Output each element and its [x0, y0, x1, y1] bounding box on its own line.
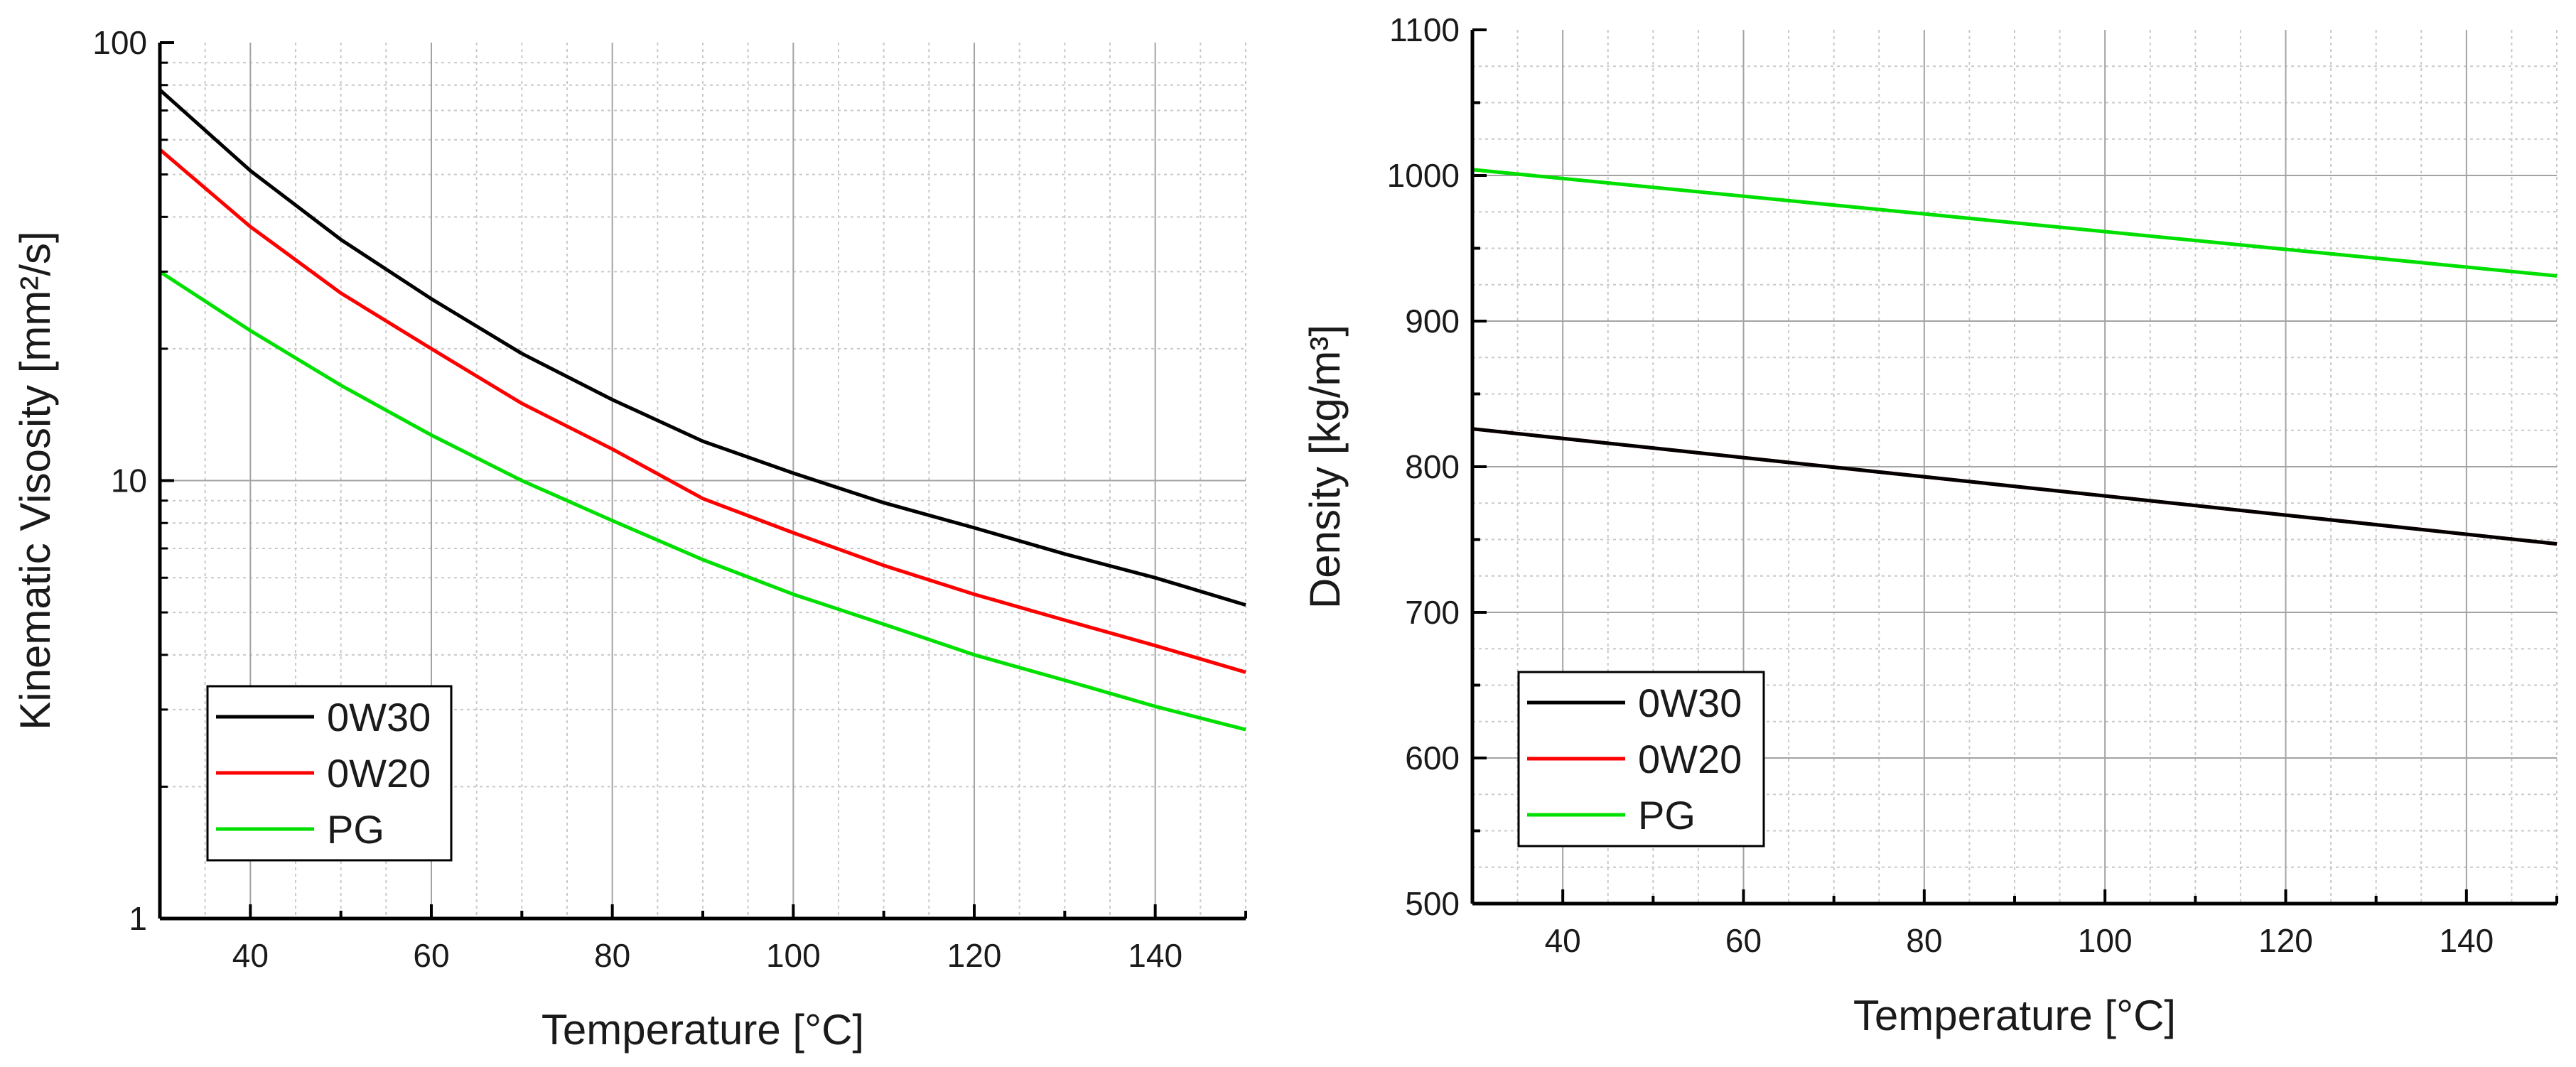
density-legend: 0W30 0W20 PG: [1517, 671, 1765, 847]
legend-label-PG: PG: [327, 807, 384, 852]
viscosity-plot: 40 60 80 100 120 140 1 10 100 Temperature [°C] K…: [11, 24, 1247, 1054]
density-tick-labels: 40 60 80 100 120 140 500 600 700 800 900 1000 1100: [1387, 11, 2494, 959]
x-tick-label: 140: [1128, 937, 1182, 974]
legend-label-0W30: 0W30: [1638, 681, 1742, 725]
x-tick-label: 80: [1906, 922, 1942, 959]
x-tick-label: 100: [766, 937, 821, 974]
density-series-lines: [1472, 168, 2558, 546]
y-tick-label: 900: [1405, 303, 1460, 340]
y-tick-label: 700: [1405, 594, 1460, 631]
x-tick-label: 60: [1725, 922, 1762, 959]
y-tick-label: 100: [92, 24, 147, 61]
x-tick-label: 80: [594, 937, 630, 974]
viscosity-ticks: [158, 41, 1247, 920]
viscosity-legend: 0W30 0W20 PG: [206, 685, 453, 862]
series-line-PG: [1472, 168, 2558, 278]
viscosity-x-axis-title: Temperature [°C]: [541, 1006, 864, 1054]
x-tick-label: 140: [2439, 922, 2494, 959]
y-tick-label: 10: [111, 462, 147, 499]
series-line-0W30: [1472, 427, 2558, 546]
density-y-axis-title: Density [kg/m³]: [1301, 325, 1349, 609]
x-tick-label: 60: [413, 937, 449, 974]
x-tick-label: 40: [232, 937, 269, 974]
legend-label-0W20: 0W20: [1638, 737, 1742, 781]
y-tick-label: 800: [1405, 448, 1460, 485]
y-tick-label: 1100: [1389, 11, 1460, 48]
series-line-PG: [158, 270, 1246, 732]
legend-label-0W20: 0W20: [327, 751, 431, 796]
viscosity-tick-labels: 40 60 80 100 120 140 1 10 100: [92, 24, 1182, 974]
x-tick-label: 120: [2258, 922, 2313, 959]
density-plot: 40 60 80 100 120 140 500 600 700 800 900 1000 1100 T…: [1301, 11, 2558, 1039]
x-tick-label: 100: [2078, 922, 2133, 959]
y-tick-label: 1000: [1387, 157, 1460, 194]
x-tick-label: 40: [1545, 922, 1581, 959]
density-ticks: [1471, 28, 2558, 905]
series-line-0W20: [158, 148, 1246, 674]
y-tick-label: 1: [129, 900, 147, 937]
legend-label-0W30: 0W30: [327, 695, 431, 740]
legend-label-PG: PG: [1638, 793, 1696, 838]
viscosity-y-axis-title: Kinematic Visosity [mm²/s]: [11, 231, 59, 730]
density-x-axis-title: Temperature [°C]: [1853, 992, 2176, 1039]
x-tick-label: 120: [947, 937, 1002, 974]
series-line-0W30: [158, 88, 1246, 607]
viscosity-series-lines: [158, 88, 1246, 732]
density-grid: [1472, 30, 2558, 904]
y-tick-label: 600: [1405, 740, 1460, 776]
y-tick-label: 500: [1405, 885, 1460, 922]
